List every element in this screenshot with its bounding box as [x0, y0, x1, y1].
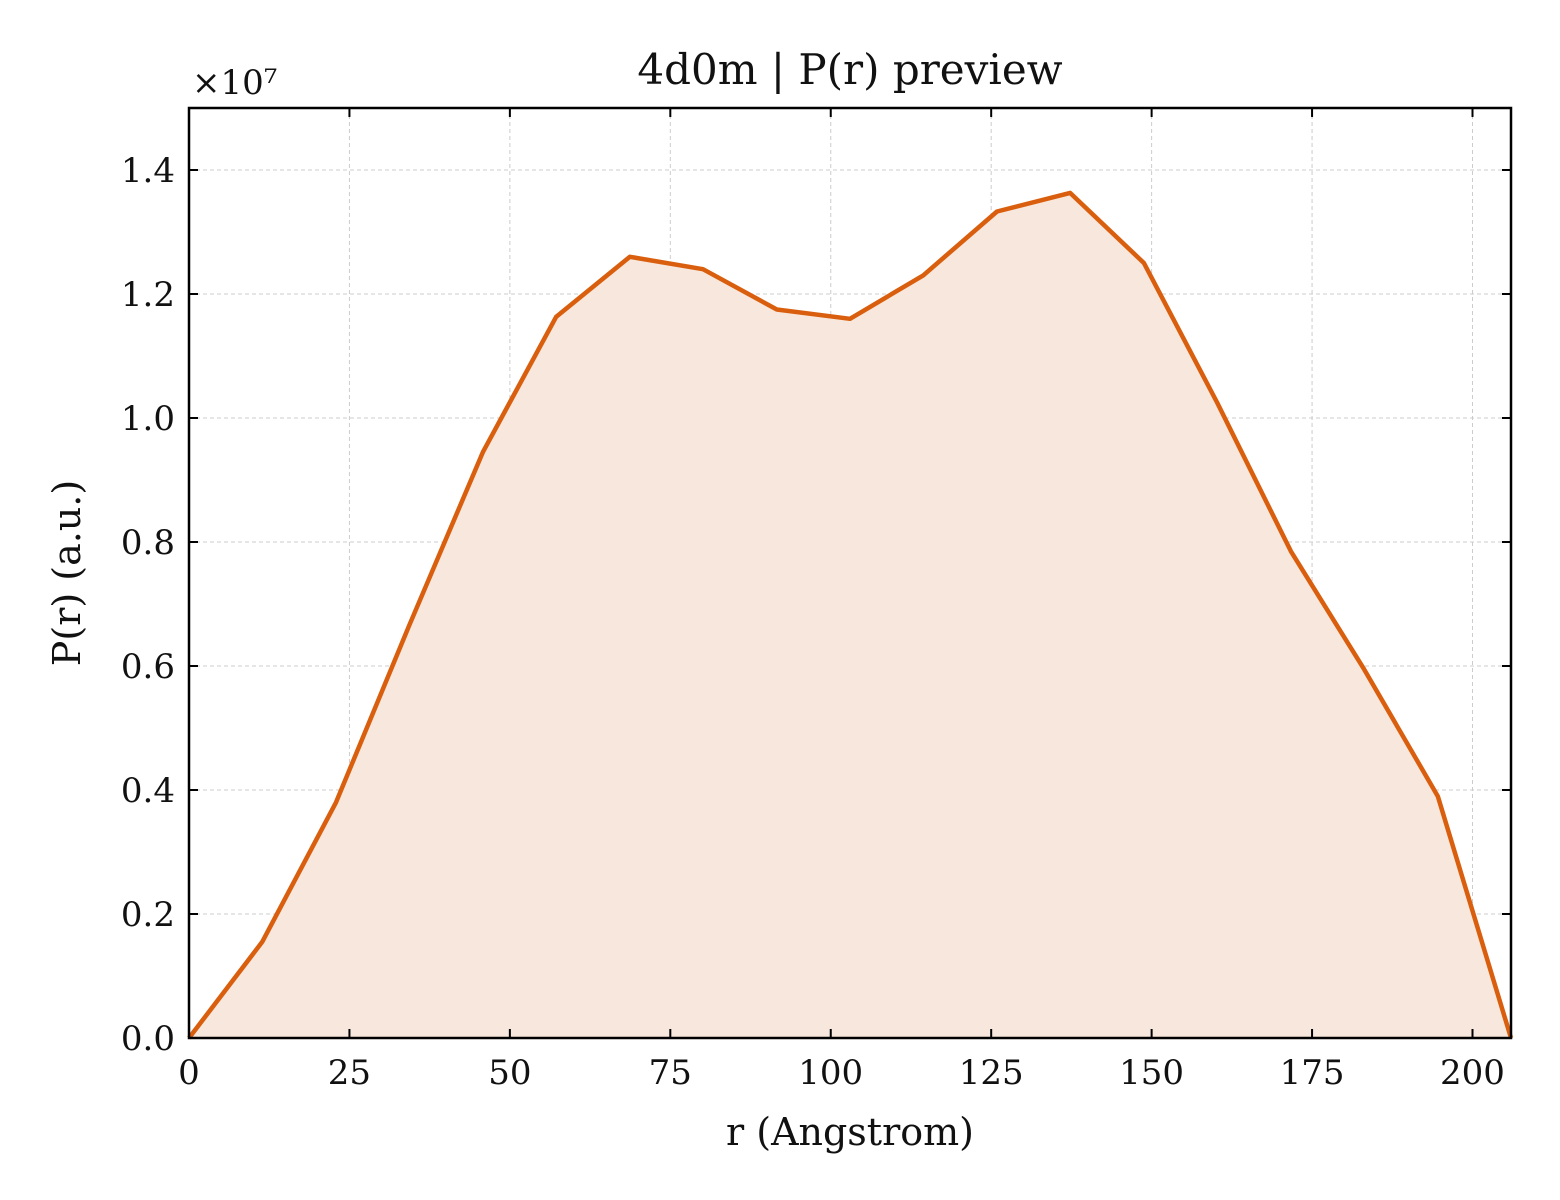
x-tick-label: 0	[178, 1053, 200, 1093]
x-tick-label: 50	[488, 1053, 531, 1093]
y-tick-label: 1.4	[121, 151, 175, 191]
x-tick-label: 125	[959, 1053, 1024, 1093]
y-tick-label: 0.0	[121, 1019, 175, 1059]
y-ticks: 0.0 0.2 0.4 0.6 0.8 1.0 1.2 1.4	[121, 151, 1511, 1059]
x-tick-label: 150	[1119, 1053, 1184, 1093]
y-tick-label: 0.6	[121, 647, 175, 687]
area-fill	[189, 192, 1511, 1038]
series-line	[187, 190, 1514, 1040]
y-tick-label: 1.2	[121, 275, 175, 315]
x-tick-label: 100	[798, 1053, 863, 1093]
y-tick-label: 0.8	[121, 523, 175, 563]
y-axis-label: P(r) (a.u.)	[45, 480, 89, 666]
x-tick-label: 75	[649, 1053, 692, 1093]
x-axis-label: r (Angstrom)	[726, 1110, 974, 1154]
y-multiplier: ×10⁷	[192, 63, 277, 103]
plot-frame	[187, 106, 1513, 1040]
chart-title: 4d0m | P(r) preview	[637, 45, 1062, 94]
y-tick-label: 1.0	[121, 399, 175, 439]
x-ticks: 0 25 50 75 100 125 150 175 200	[178, 108, 1505, 1093]
x-tick-label: 25	[328, 1053, 371, 1093]
y-tick-label: 0.4	[121, 771, 175, 811]
y-tick-label: 0.2	[121, 895, 175, 935]
x-tick-label: 200	[1440, 1053, 1505, 1093]
x-tick-label: 175	[1280, 1053, 1345, 1093]
